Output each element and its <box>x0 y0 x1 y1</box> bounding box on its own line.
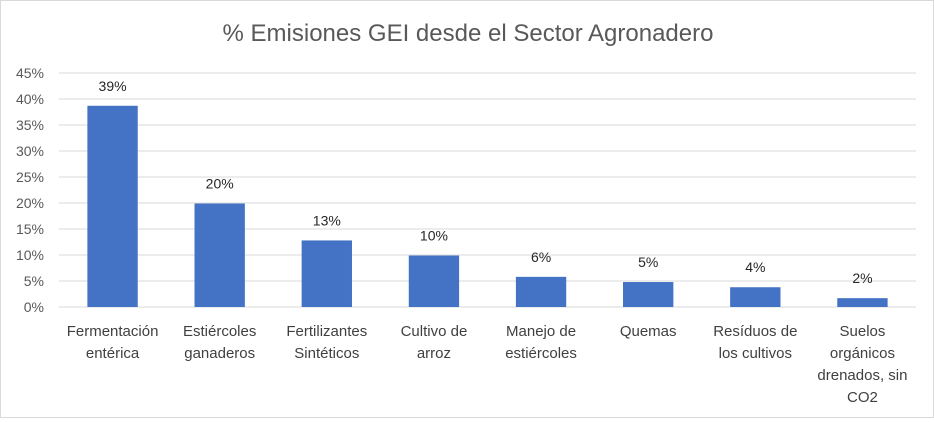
bar <box>623 282 674 307</box>
y-tick-label: 25% <box>16 169 44 185</box>
bar <box>515 276 567 307</box>
data-label: 13% <box>313 212 341 228</box>
category-label: arroz <box>417 345 451 362</box>
category-label: Cultivo de <box>401 323 468 340</box>
bar <box>408 255 460 307</box>
category-label: estiércoles <box>505 345 577 362</box>
data-label: 2% <box>852 270 872 286</box>
data-label: 5% <box>638 254 658 270</box>
category-label: Manejo de <box>506 323 576 340</box>
category-label: Fertilizantes <box>286 323 367 340</box>
y-tick-label: 40% <box>16 91 44 107</box>
bar <box>730 287 781 307</box>
data-label: 4% <box>745 259 765 275</box>
gridlines <box>59 72 916 308</box>
data-label: 6% <box>531 249 551 265</box>
y-tick-label: 45% <box>16 65 44 81</box>
y-tick-label: 15% <box>16 221 44 237</box>
y-tick-label: 20% <box>16 195 44 211</box>
bars <box>87 105 888 307</box>
category-label: Suelos <box>840 323 886 340</box>
x-axis: Fermentación entérica Estiércoles ganaderos… <box>67 323 908 406</box>
y-tick-label: 5% <box>24 273 44 289</box>
data-label: 20% <box>206 176 234 192</box>
category-label: CO2 <box>847 389 878 406</box>
bar <box>837 298 888 307</box>
y-tick-label: 0% <box>24 299 44 315</box>
y-axis: 0% 5% 10% 15% 20% 25% 30% 35% 40% 45% <box>16 65 44 315</box>
bar <box>301 240 352 307</box>
category-label: orgánicos <box>830 345 895 362</box>
category-label: Fermentación <box>67 323 159 340</box>
y-tick-label: 30% <box>16 143 44 159</box>
data-labels: 39% 20% 13% 10% 6% 5% 4% 2% <box>99 78 873 286</box>
y-tick-label: 10% <box>16 247 44 263</box>
category-label: Resíduos de <box>713 323 797 340</box>
category-label: Sintéticos <box>294 345 359 362</box>
category-label: Estiércoles <box>183 323 256 340</box>
data-label: 10% <box>420 228 448 244</box>
bar <box>87 105 138 307</box>
data-label: 39% <box>99 78 127 94</box>
category-label: los cultivos <box>719 345 792 362</box>
category-label: Quemas <box>620 323 677 340</box>
chart-title: % Emisiones GEI desde el Sector Agronade… <box>223 20 714 47</box>
bar <box>194 203 245 307</box>
category-label: ganaderos <box>184 345 255 362</box>
category-label: drenados, sin <box>817 367 907 384</box>
category-label: entérica <box>86 345 140 362</box>
y-tick-label: 35% <box>16 117 44 133</box>
